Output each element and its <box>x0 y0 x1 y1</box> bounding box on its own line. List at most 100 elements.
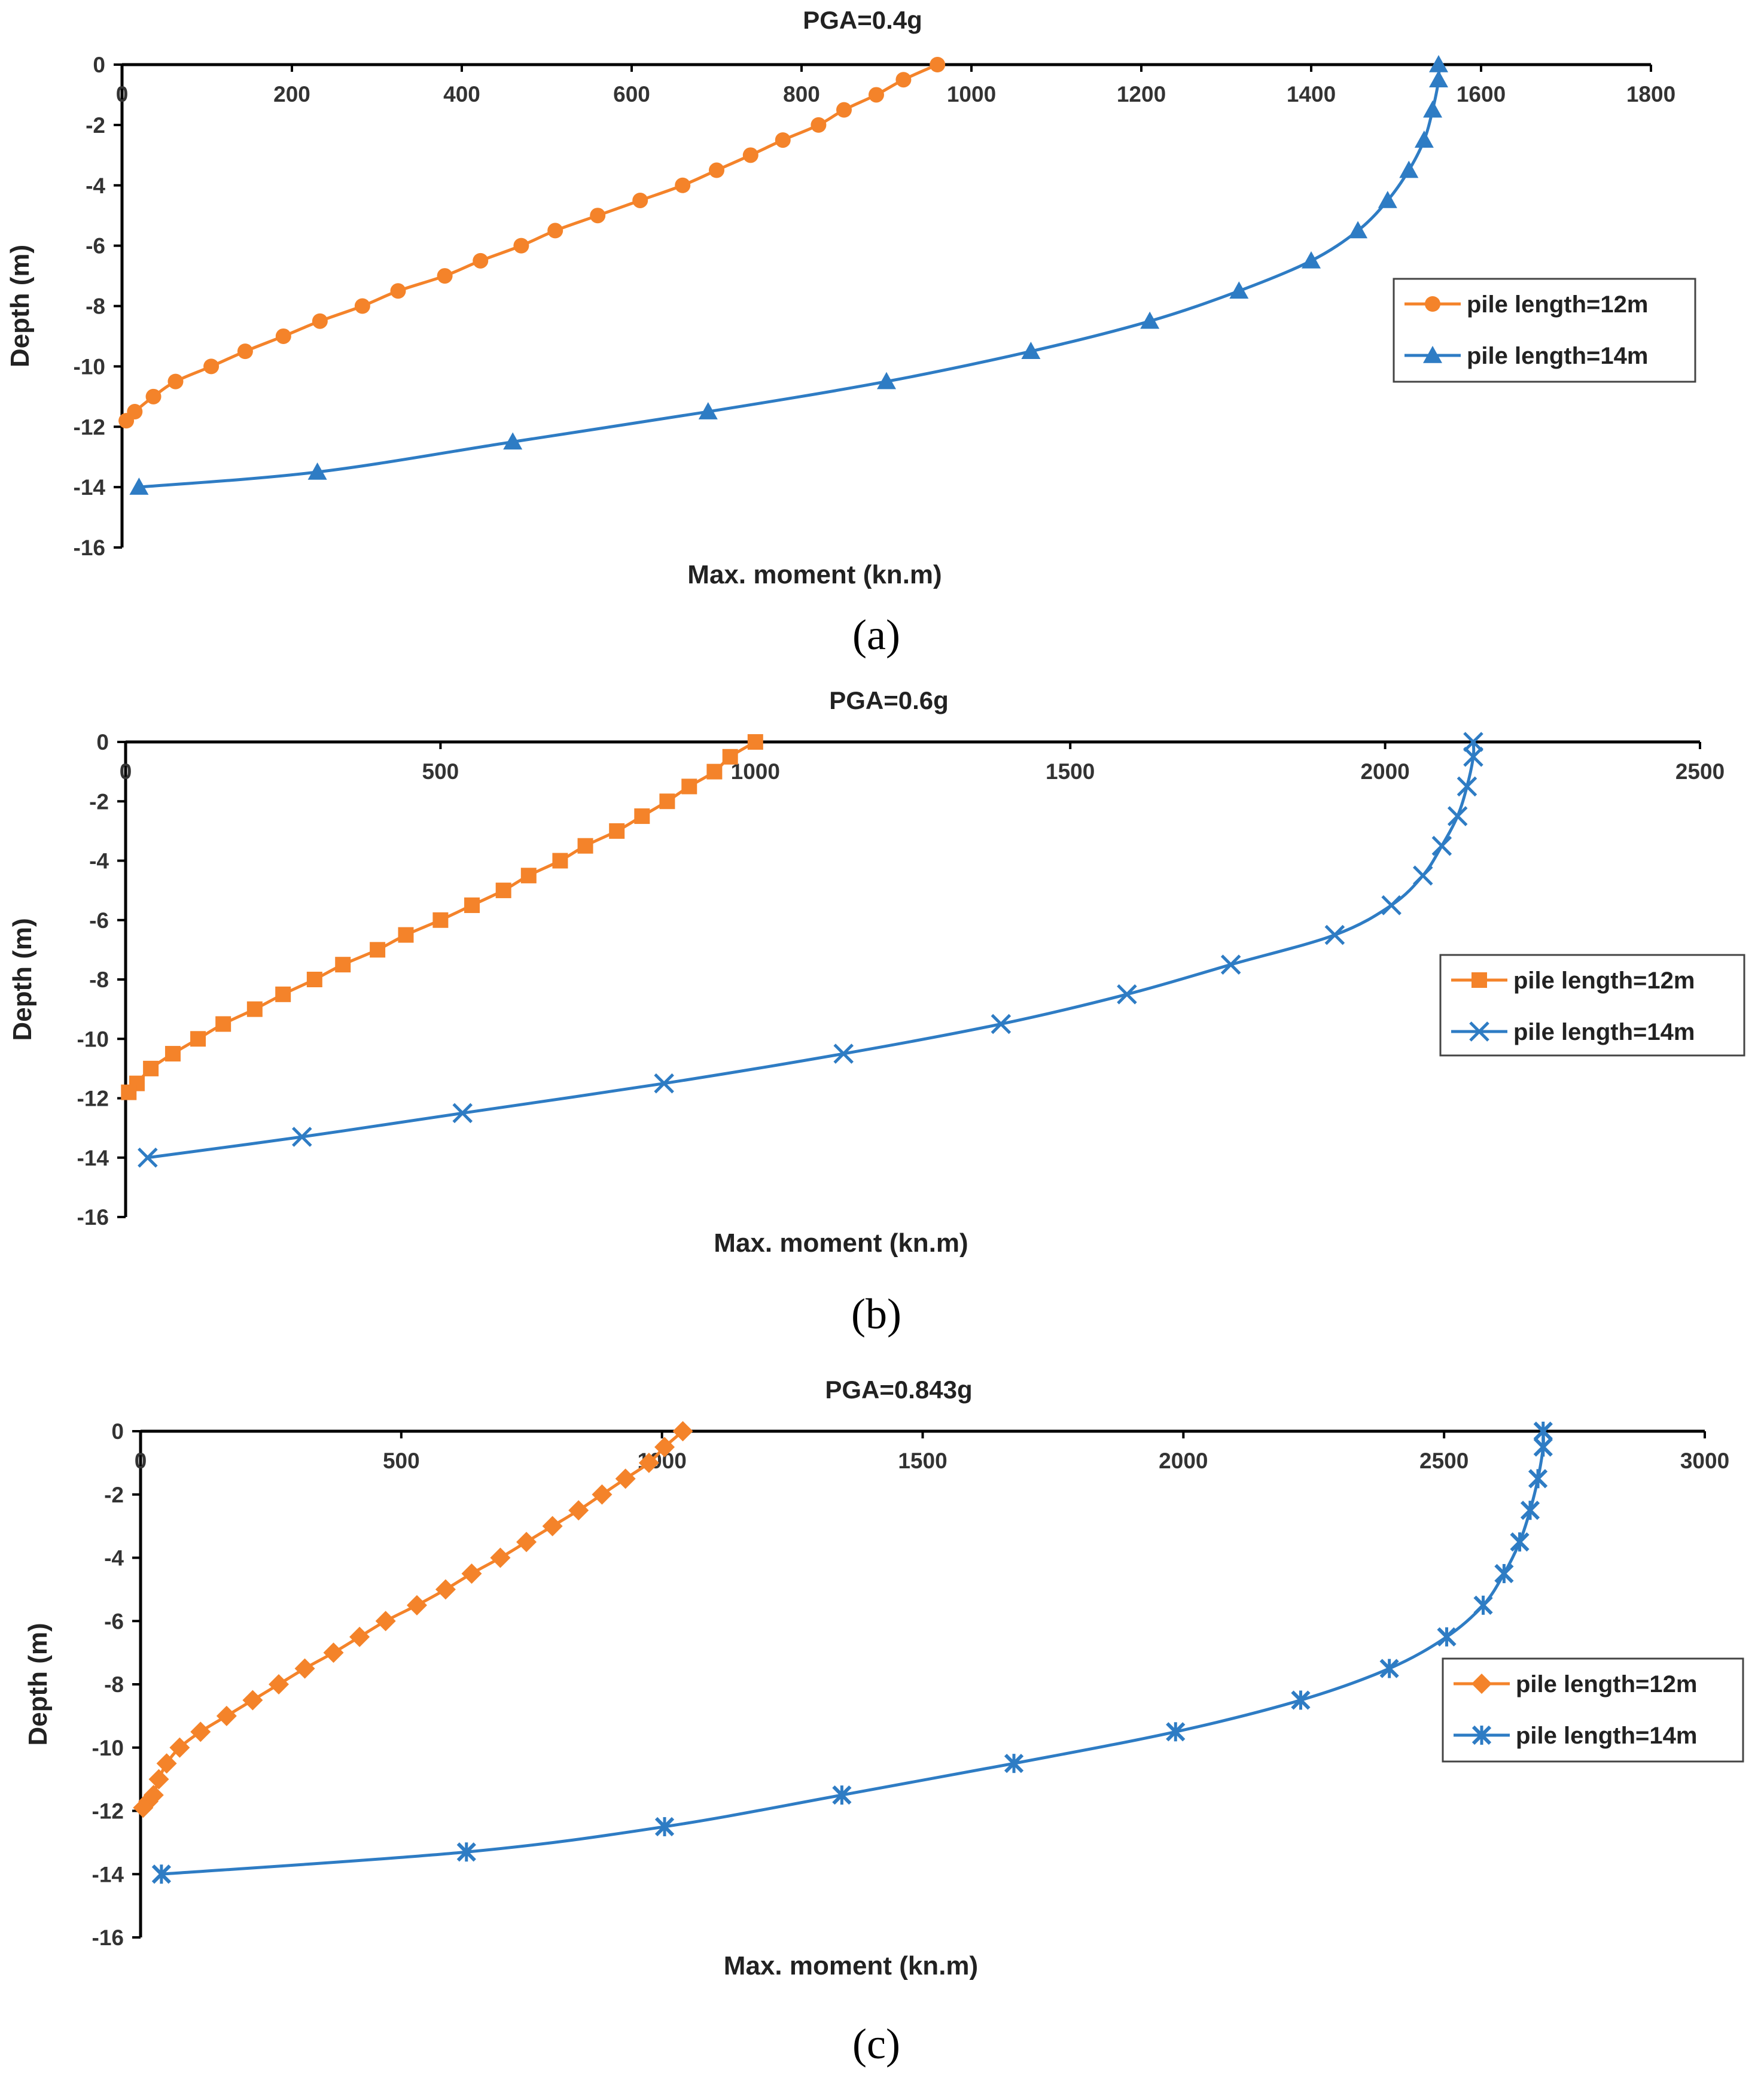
y-tick-label: -12 <box>77 1087 109 1111</box>
data-point <box>547 223 563 239</box>
data-point <box>609 823 625 839</box>
legend: pile length=12m pile length=14m <box>1442 1657 1744 1763</box>
data-point <box>698 402 718 419</box>
data-point <box>634 808 650 825</box>
data-point <box>406 1595 427 1616</box>
data-point <box>709 162 724 178</box>
data-point <box>1437 1627 1457 1647</box>
legend-label: pile length=14m <box>1467 343 1648 369</box>
data-point <box>1520 1501 1540 1520</box>
data-point <box>1021 342 1041 359</box>
data-point <box>461 1563 482 1584</box>
y-tick-label: -12 <box>74 415 105 439</box>
x-tick-label: 2000 <box>1159 1449 1208 1473</box>
legend-item: pile length=12m <box>1451 968 1695 994</box>
x-axis-label: Max. moment (kn.m) <box>687 560 942 589</box>
data-point <box>190 1721 211 1742</box>
data-point <box>1423 100 1443 118</box>
series-line <box>161 1431 1545 1876</box>
x-tick-label: 3000 <box>1680 1449 1729 1473</box>
data-point <box>1429 55 1448 72</box>
data-point <box>490 1547 511 1568</box>
y-axis-label: Depth (m) <box>8 918 37 1041</box>
data-point <box>654 1073 674 1094</box>
data-point <box>1004 1754 1024 1773</box>
data-point <box>242 1690 263 1711</box>
data-point <box>590 208 606 224</box>
y-tick-label: -6 <box>86 234 105 258</box>
data-point <box>592 1484 613 1505</box>
y-tick-label: -16 <box>77 1205 109 1230</box>
chart-title: PGA=0.843g <box>825 1376 972 1404</box>
x-tick-label: 1200 <box>1117 82 1166 107</box>
data-point <box>133 1797 154 1818</box>
data-point <box>349 1626 370 1647</box>
x-axis-label: Max. moment (kn.m) <box>714 1228 968 1258</box>
panel-label: (a) <box>852 611 900 659</box>
y-tick-label: -16 <box>74 536 105 560</box>
x-tick-label: 400 <box>443 82 480 107</box>
x-tick-label: 1000 <box>947 82 996 107</box>
data-point <box>354 298 370 314</box>
legend-item: pile length=14m <box>1454 1723 1697 1749</box>
legend-label: pile length=12m <box>1467 291 1648 318</box>
data-point <box>1429 70 1448 88</box>
legend-marker <box>1469 1021 1489 1042</box>
legend: pile length=12m pile length=14m <box>1393 278 1696 383</box>
legend-item: pile length=14m <box>1405 343 1648 369</box>
series-1 <box>121 734 763 1100</box>
data-point <box>775 132 791 148</box>
data-point <box>121 1084 137 1100</box>
x-tick-label: 2500 <box>1419 1449 1469 1473</box>
data-point <box>138 1147 158 1168</box>
data-point <box>323 1642 344 1663</box>
y-tick-label: 0 <box>96 730 109 755</box>
data-point <box>991 1014 1012 1035</box>
data-point <box>1463 732 1483 752</box>
y-tick-label: 0 <box>93 53 105 77</box>
y-tick-label: -8 <box>86 294 105 319</box>
y-tick-label: -6 <box>89 908 109 933</box>
data-point <box>542 1516 563 1537</box>
data-point <box>706 763 723 780</box>
y-tick-label: 0 <box>111 1419 124 1444</box>
data-point <box>1473 1595 1493 1615</box>
data-point <box>1379 1659 1399 1678</box>
data-point <box>868 87 884 103</box>
legend: pile length=12m pile length=14m <box>1439 954 1745 1057</box>
data-point <box>1494 1563 1514 1584</box>
legend-label: pile length=14m <box>1513 1019 1695 1045</box>
data-point <box>516 1532 537 1553</box>
data-point <box>672 1421 693 1441</box>
series-2 <box>129 55 1448 495</box>
data-point <box>930 57 946 72</box>
series-2 <box>151 1421 1553 1884</box>
data-point <box>659 793 675 810</box>
y-tick-label: -12 <box>92 1799 124 1824</box>
data-point <box>836 102 852 118</box>
y-tick-label: -2 <box>89 789 109 814</box>
x-tick-label: 0 <box>120 759 132 784</box>
data-point <box>1348 221 1368 239</box>
data-point <box>456 1842 476 1862</box>
y-tick-label: -14 <box>92 1862 124 1887</box>
data-point <box>1302 251 1321 269</box>
y-tick-label: -4 <box>104 1546 124 1571</box>
data-point <box>742 147 758 163</box>
data-point <box>833 1044 854 1064</box>
y-tick-label: -8 <box>89 968 109 992</box>
y-tick-label: -2 <box>104 1483 124 1507</box>
data-point <box>1510 1532 1530 1552</box>
series-line <box>147 741 1476 1160</box>
data-point <box>1431 835 1452 856</box>
x-tick-label: 1600 <box>1457 82 1506 107</box>
y-tick-label: -14 <box>74 475 106 500</box>
data-point <box>246 1001 263 1017</box>
data-point <box>1399 160 1419 178</box>
x-tick-label: 1400 <box>1287 82 1336 107</box>
data-point <box>306 972 322 987</box>
data-point <box>307 462 327 480</box>
y-axis-label: Depth (m) <box>23 1623 53 1745</box>
y-tick-label: -10 <box>74 354 105 379</box>
data-point <box>1229 281 1249 299</box>
